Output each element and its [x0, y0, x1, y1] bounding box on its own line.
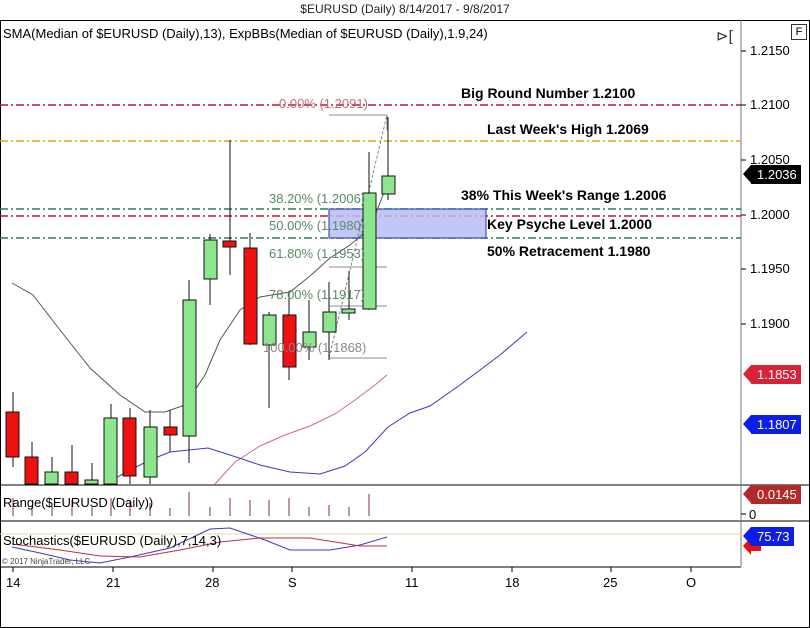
upper-band-flag: 1.1853 [743, 365, 801, 384]
x-tick: 11 [405, 575, 419, 590]
annotation-key-psyche: Key Psyche Level 1.2000 [487, 216, 653, 232]
last-price-flag: 1.2036 [743, 165, 801, 184]
y-tick: 1.2150 [750, 43, 790, 58]
x-tick: S [288, 575, 297, 590]
x-tick: 25 [603, 575, 618, 590]
f-button[interactable]: F [791, 24, 807, 40]
y-tick: 1.2050 [750, 152, 790, 167]
lower-band-flag: 1.1807 [743, 415, 801, 434]
x-tick: 14 [6, 575, 21, 590]
fib-label-50: 50.00% (1.1980) [269, 218, 366, 233]
y-tick: 1.2100 [750, 97, 790, 112]
key-zone-box [328, 208, 487, 239]
fib-label-38: 38.20% (1.2006) [269, 191, 366, 206]
fib-label-78: 78.00% (1.1917) [269, 287, 366, 302]
range-indicator-label: Range($EURUSD (Daily)) [3, 495, 154, 510]
stoch-k-line [11, 527, 388, 564]
annotation-50-retrace: 50% Retracement 1.1980 [487, 243, 651, 259]
candlesticks [5, 117, 396, 485]
x-tick: O [686, 575, 697, 590]
fib-label-0: 0.00% (1.2091) [279, 96, 368, 111]
scroll-to-end-icon[interactable]: ⊳[ [716, 28, 733, 45]
y-tick: 1.2000 [750, 207, 790, 222]
x-tick: 18 [505, 575, 520, 590]
chart-title: $EURUSD (Daily) 8/14/2017 - 9/8/2017 [300, 2, 510, 16]
annotation-last-week-high: Last Week's High 1.2069 [487, 121, 649, 137]
annotation-big-round: Big Round Number 1.2100 [461, 85, 636, 101]
sma-line [11, 189, 386, 413]
range-zero-tick: 0 [749, 507, 757, 522]
upper-band-line [214, 374, 388, 485]
price-indicator-label: SMA(Median of $EURUSD (Daily),13), ExpBB… [3, 26, 488, 41]
stochastics-indicator-label: Stochastics($EURUSD (Daily),7,14,3) [3, 533, 222, 548]
stoch-k-flag: 75.73 [743, 527, 794, 546]
fibonacci-lines [328, 114, 388, 359]
copyright: © 2017 NinjaTrader, LLC [2, 557, 91, 566]
fib-label-100: 100.00% (1.1868) [263, 340, 367, 355]
lower-band-line [104, 331, 528, 485]
range-flag: 0.0145 [743, 485, 801, 504]
stoch-d-line [11, 537, 387, 558]
range-bars [12, 492, 370, 516]
y-tick: 1.1900 [750, 316, 790, 331]
x-tick: 21 [106, 575, 121, 590]
y-tick: 1.1950 [750, 261, 790, 276]
annotation-38-range: 38% This Week's Range 1.2006 [461, 187, 667, 203]
fib-label-61: 61.80% (1.1953) [269, 246, 366, 261]
x-tick: 28 [205, 575, 220, 590]
